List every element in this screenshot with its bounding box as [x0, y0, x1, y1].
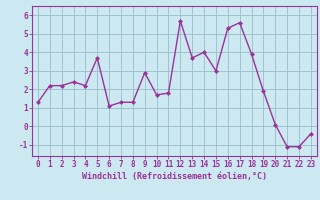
X-axis label: Windchill (Refroidissement éolien,°C): Windchill (Refroidissement éolien,°C)	[82, 172, 267, 181]
